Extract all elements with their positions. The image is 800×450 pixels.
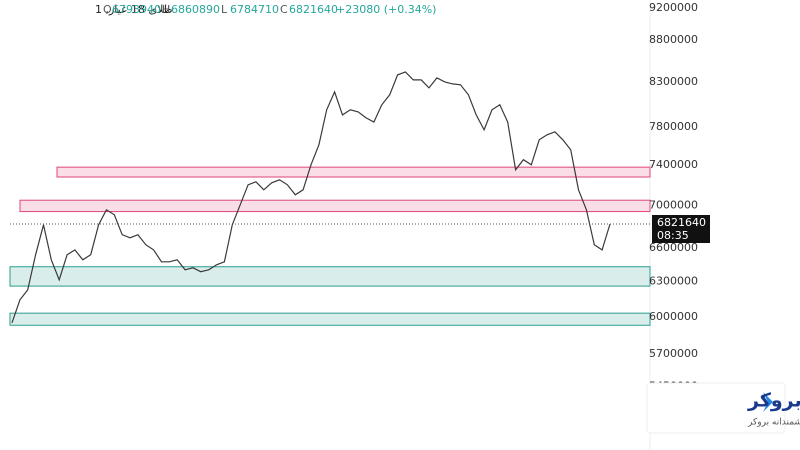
zone — [19, 199, 651, 213]
price-tag-value: 6821640 — [657, 216, 706, 229]
y-tick-label: 7400000 — [649, 158, 698, 171]
ohlc-label: L — [221, 3, 228, 16]
chart-title: طلای 18 عیار, 1 — [95, 3, 173, 16]
y-tick-label: 5700000 — [649, 347, 698, 360]
y-tick-label: 6000000 — [649, 310, 698, 323]
ohlc-label: O — [103, 3, 112, 16]
ohlc-value: 6860890 — [171, 3, 220, 16]
y-tick-label: 6300000 — [649, 275, 698, 288]
y-tick-label: 7800000 — [649, 120, 698, 133]
y-tick-label: 6600000 — [649, 241, 698, 254]
ohlc-label: H — [162, 3, 170, 16]
change: +23080 (+0.34%) — [336, 3, 436, 16]
brand-logo: کدام بروکر انتخاب هوشمندانه بروکر — [646, 382, 800, 434]
y-tick-label: 8300000 — [649, 75, 698, 88]
brand-tagline: انتخاب هوشمندانه بروکر — [747, 418, 800, 428]
ohlc-label: C — [280, 3, 288, 16]
logo-icon — [763, 392, 773, 412]
logo-box — [646, 382, 786, 434]
y-tick-label: 8800000 — [649, 33, 698, 46]
y-tick-label: 7000000 — [649, 198, 698, 211]
zone — [9, 266, 651, 287]
brand: کدام بروکر — [747, 390, 800, 412]
zone — [56, 166, 651, 178]
y-tick-label: 9200000 — [649, 1, 698, 14]
ohlc-value: 6821640 — [289, 3, 338, 16]
price-tag-time: 08:35 — [657, 229, 689, 242]
ohlc-value: 6793940 — [112, 3, 161, 16]
price-tag — [652, 215, 710, 244]
ohlc-value: 6784710 — [230, 3, 279, 16]
zone — [9, 312, 651, 326]
price-line — [11, 71, 611, 323]
